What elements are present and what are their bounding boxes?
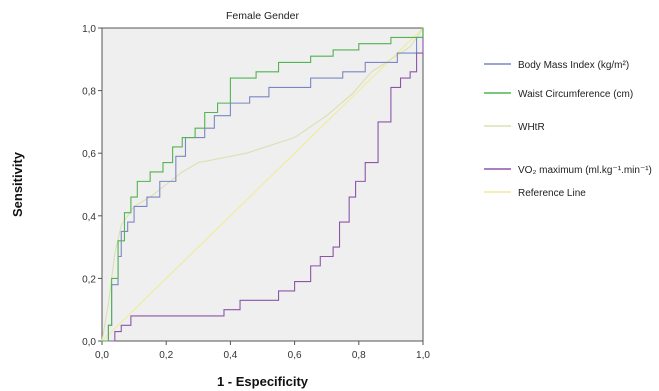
legend-label: Body Mass Index (kg/m²) (518, 60, 629, 71)
x-tick-label: 0,6 (288, 350, 302, 361)
axes: 0,0 0,2 0,4 0,6 0,8 1,0 0,0 0,2 0,4 0,6 0,8 1,0 (82, 24, 430, 361)
x-tick-label: 0,0 (95, 350, 109, 361)
legend-label: VO₂ maximum (ml.kg⁻¹.min⁻¹) (518, 165, 652, 176)
x-axis-title: 1 - Especificity (217, 374, 309, 389)
series-line-3 (102, 28, 424, 342)
series-line-4 (101, 27, 424, 342)
chart-title: Female Gender (226, 10, 299, 22)
x-tick-label: 1,0 (416, 350, 430, 361)
legend-label: Reference Line (518, 188, 586, 199)
x-tick-label: 0,8 (352, 350, 366, 361)
y-tick-label: 0,4 (82, 212, 96, 223)
legend-label: WHtR (518, 122, 545, 133)
series-line-0 (102, 28, 424, 342)
x-tick-label: 0,2 (159, 350, 173, 361)
y-tick-label: 0,2 (82, 274, 96, 285)
y-tick-label: 1,0 (82, 24, 96, 35)
series-layer (101, 27, 424, 342)
legend-label: Waist Circumference (cm) (518, 89, 633, 100)
y-axis-title: Sensitivity (10, 151, 25, 217)
series-line-2 (101, 27, 424, 342)
legend: Body Mass Index (kg/m²) Waist Circumferen… (484, 60, 652, 199)
x-tick-label: 0,4 (223, 350, 237, 361)
y-tick-label: 0,0 (82, 337, 96, 348)
y-tick-label: 0,8 (82, 87, 96, 98)
y-tick-label: 0,6 (82, 149, 96, 160)
series-line-1 (102, 28, 424, 342)
